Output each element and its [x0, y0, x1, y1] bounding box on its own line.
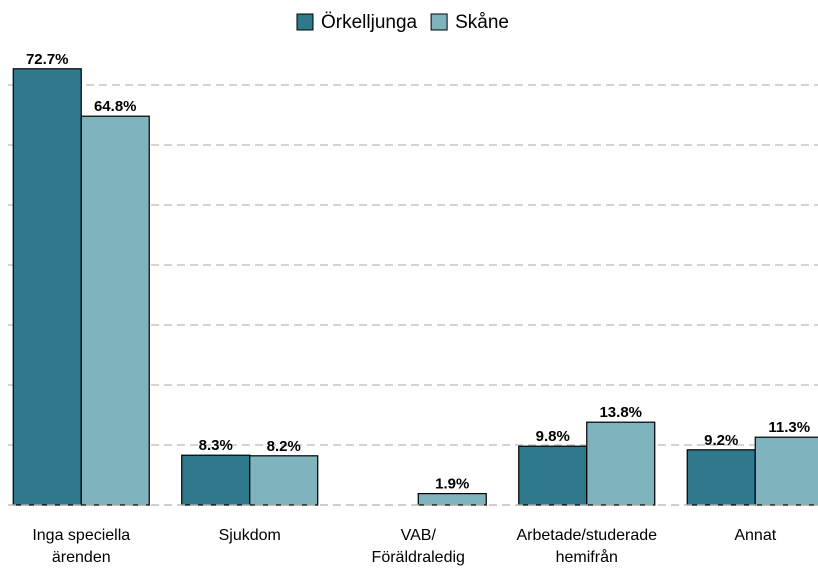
value-label: 8.2%: [267, 438, 301, 455]
bar: [518, 445, 588, 506]
value-label: 64.8%: [94, 98, 137, 115]
value-label: 1.9%: [435, 476, 469, 493]
value-label: 9.8%: [536, 428, 570, 445]
value-label: 9.2%: [704, 432, 738, 449]
legend-swatch: [430, 13, 448, 31]
x-tick-label: VAB/Föräldraledig: [372, 527, 465, 566]
bar: [686, 449, 756, 506]
x-tick-label: Inga speciella ärenden: [32, 527, 130, 566]
value-label: 72.7%: [26, 51, 69, 68]
value-label: 11.3%: [768, 419, 810, 436]
x-tick-label: Arbetade/studerade hemifrån: [516, 527, 657, 566]
bar: [754, 436, 818, 506]
bar: [417, 493, 487, 506]
x-tick-label: Sjukdom: [219, 527, 281, 544]
bar: [181, 454, 251, 506]
value-label: 13.8%: [599, 404, 642, 421]
legend-label: Skåne: [455, 12, 509, 33]
legend-swatch: [296, 13, 314, 31]
x-tick-label: Annat: [734, 527, 776, 544]
bar: [12, 68, 82, 506]
value-label: 8.3%: [199, 437, 233, 454]
legend-label: Örkelljunga: [321, 12, 418, 33]
bar: [586, 421, 656, 506]
bar: [249, 455, 319, 506]
bar: [80, 115, 150, 506]
